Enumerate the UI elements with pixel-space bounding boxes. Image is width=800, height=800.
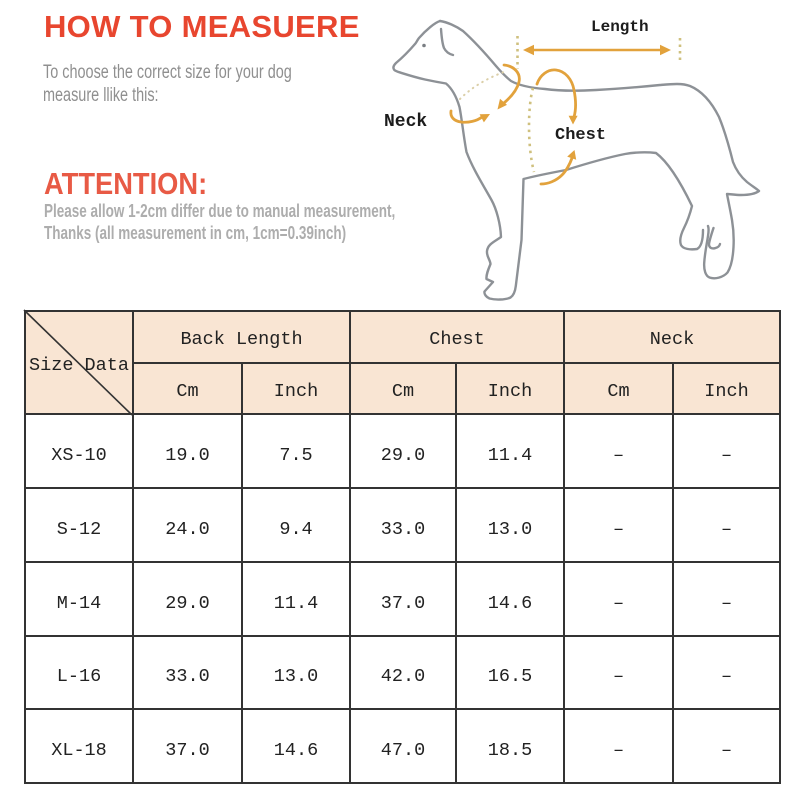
svg-text:Chest: Chest [555,126,606,145]
svg-text:Neck: Neck [384,112,427,132]
svg-text:Length: Length [591,18,649,36]
